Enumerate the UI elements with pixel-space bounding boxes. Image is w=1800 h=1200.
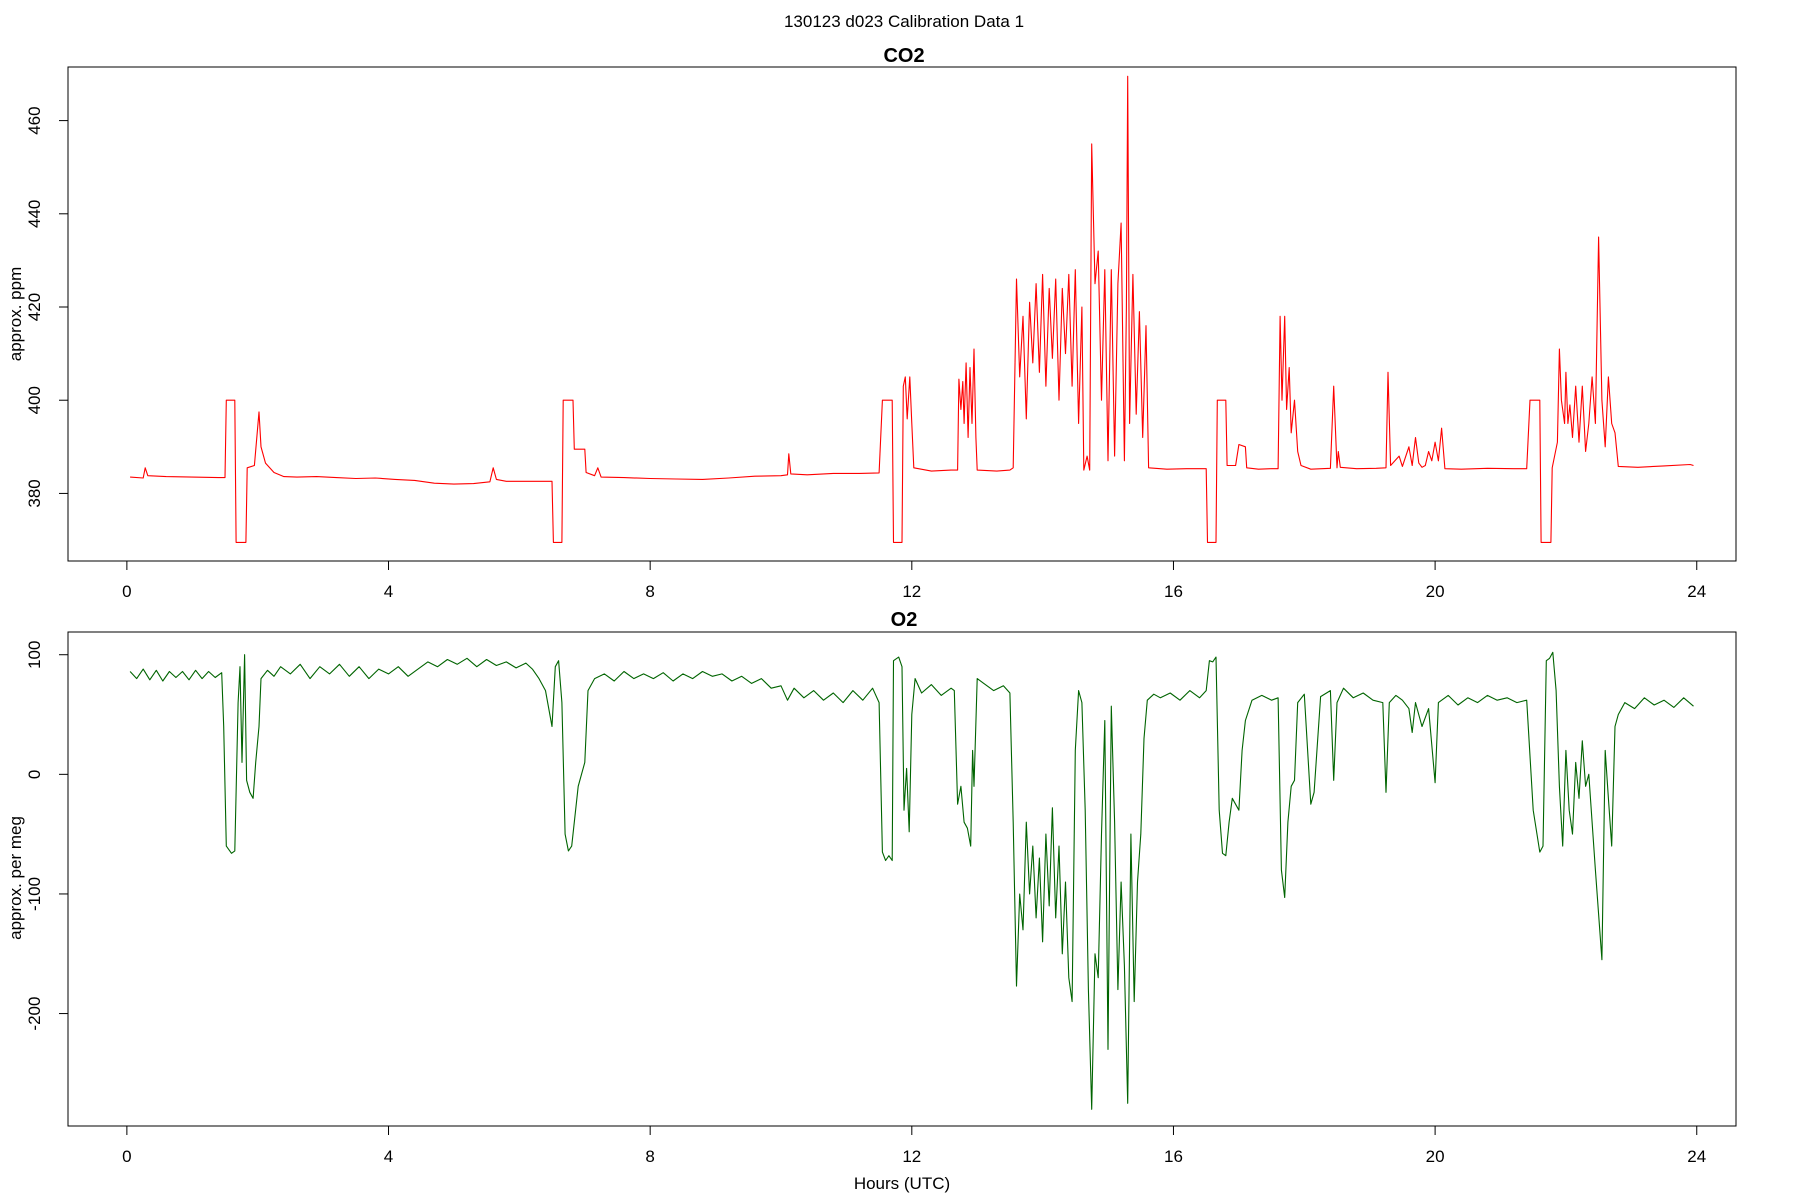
o2-y-tick-label: -200 <box>25 997 44 1031</box>
co2-x-tick-label: 16 <box>1164 582 1183 601</box>
o2-x-tick-label: 12 <box>902 1147 921 1166</box>
o2-panel-title: O2 <box>891 609 918 631</box>
o2-y-tick-label: -100 <box>25 877 44 911</box>
co2-panel-title: CO2 <box>883 45 924 67</box>
co2-x-tick-label: 4 <box>384 582 393 601</box>
o2-x-tick-label: 16 <box>1164 1147 1183 1166</box>
co2-x-tick-label: 20 <box>1426 582 1445 601</box>
o2-x-tick-label: 4 <box>384 1147 393 1166</box>
o2-y-axis: -200 -100 0 100 <box>25 641 69 1031</box>
co2-panel: CO2 0 4 8 12 16 20 24 380 400 420 440 460 approx. … <box>6 45 1737 601</box>
co2-x-tick-label: 24 <box>1687 582 1706 601</box>
co2-y-tick-label: 400 <box>25 386 44 414</box>
o2-x-tick-label: 20 <box>1426 1147 1445 1166</box>
co2-y-tick-label: 380 <box>25 479 44 507</box>
o2-x-tick-label: 0 <box>122 1147 131 1166</box>
co2-x-tick-label: 12 <box>902 582 921 601</box>
o2-series-group <box>129 651 1694 1110</box>
o2-x-axis: 0 4 8 12 16 20 24 <box>122 1125 1706 1166</box>
o2-y-tick-label: 0 <box>25 770 44 779</box>
co2-y-tick-label: 460 <box>25 106 44 134</box>
co2-series-group <box>130 75 1694 543</box>
co2-y-tick-label: 420 <box>25 293 44 321</box>
o2-x-tick-label: 24 <box>1687 1147 1706 1166</box>
o2-x-tick-label: 8 <box>645 1147 654 1166</box>
figure-supertitle: 130123 d023 Calibration Data 1 <box>784 12 1024 31</box>
co2-x-tick-label: 8 <box>645 582 654 601</box>
co2-x-tick-label: 0 <box>122 582 131 601</box>
co2-series-line <box>130 75 1694 543</box>
o2-panel: O2 0 4 8 12 16 20 24 -200 -100 0 100 approx. per … <box>6 609 1737 1193</box>
co2-x-axis: 0 4 8 12 16 20 24 <box>122 560 1706 601</box>
o2-y-axis-title: approx. per meg <box>6 816 25 940</box>
co2-y-tick-label: 440 <box>25 200 44 228</box>
o2-series-line <box>129 651 1694 1110</box>
o2-x-axis-title: Hours (UTC) <box>854 1174 950 1193</box>
o2-y-tick-label: 100 <box>25 641 44 669</box>
co2-y-axis: 380 400 420 440 460 <box>25 106 69 508</box>
co2-y-axis-title: approx. ppm <box>6 267 25 362</box>
